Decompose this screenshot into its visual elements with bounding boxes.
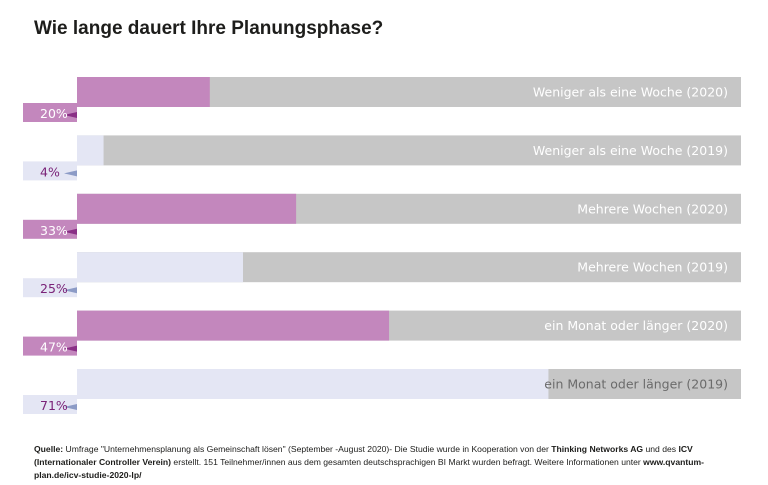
source-org-1: Thinking Networks AG	[551, 444, 644, 454]
bar-fill	[77, 77, 210, 107]
source-label: Quelle:	[34, 444, 64, 454]
category-label: Weniger als eine Woche (2019)	[533, 143, 728, 158]
value-tab	[23, 219, 77, 239]
value-label: 47%	[40, 340, 68, 355]
source-text-2: und des	[643, 444, 679, 454]
value-tab	[23, 103, 77, 122]
value-label: 25%	[40, 281, 68, 296]
source-text-3: erstellt. 151 Teilnehmer/innen aus dem g…	[171, 457, 644, 467]
chart-title: Wie lange dauert Ihre Planungsphase?	[34, 18, 384, 39]
category-label: Mehrere Wochen (2020)	[577, 201, 728, 216]
category-label: ein Monat oder länger (2020)	[544, 318, 728, 333]
value-label: 33%	[40, 223, 68, 238]
value-label: 20%	[40, 106, 68, 121]
category-label: Weniger als eine Woche (2020)	[533, 85, 728, 100]
bar-fill	[77, 252, 243, 283]
value-tab	[23, 395, 77, 414]
bar-fill	[77, 135, 104, 166]
value-tab	[23, 161, 77, 181]
source-text-1: Umfrage "Unternehmensplanung als Gemeins…	[63, 444, 552, 454]
fold-triangle	[64, 112, 77, 118]
bar-fill	[77, 193, 297, 224]
fold-triangle	[64, 228, 77, 235]
value-tab	[23, 278, 77, 298]
category-label: Mehrere Wochen (2019)	[577, 260, 728, 275]
fold-triangle	[64, 345, 77, 352]
source-note: Quelle: Umfrage "Unternehmensplanung als…	[34, 443, 739, 482]
source-url[interactable]: www.qvantum-plan.de/icv-studie-2020-lp/	[34, 457, 704, 480]
bar-fill	[77, 310, 390, 341]
value-tab	[23, 336, 77, 356]
value-label: 71%	[40, 398, 68, 413]
bar-track	[77, 135, 741, 166]
source-org-2: ICV (Internationaler Controller Verein)	[34, 444, 693, 467]
bar-fill	[77, 369, 549, 399]
category-label: ein Monat oder länger (2019)	[544, 377, 728, 392]
fold-triangle	[64, 404, 77, 410]
fold-triangle	[64, 287, 77, 294]
bar-chart: 20% Weniger als eine Woche (2020) 4% Wenige…	[23, 77, 741, 414]
fold-triangle	[64, 170, 77, 177]
value-label: 4%	[40, 164, 60, 179]
